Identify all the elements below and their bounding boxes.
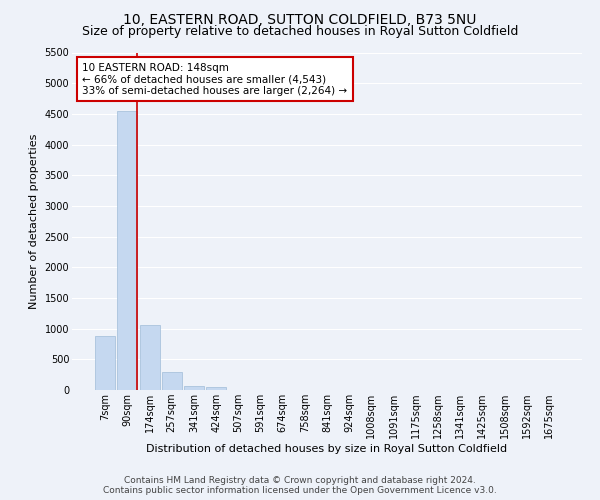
Text: 10 EASTERN ROAD: 148sqm
← 66% of detached houses are smaller (4,543)
33% of semi: 10 EASTERN ROAD: 148sqm ← 66% of detache… bbox=[82, 62, 347, 96]
Text: Size of property relative to detached houses in Royal Sutton Coldfield: Size of property relative to detached ho… bbox=[82, 25, 518, 38]
Bar bbox=[184, 386, 204, 390]
Bar bbox=[95, 336, 115, 390]
Text: 10, EASTERN ROAD, SUTTON COLDFIELD, B73 5NU: 10, EASTERN ROAD, SUTTON COLDFIELD, B73 … bbox=[124, 12, 476, 26]
X-axis label: Distribution of detached houses by size in Royal Sutton Coldfield: Distribution of detached houses by size … bbox=[146, 444, 508, 454]
Bar bbox=[162, 372, 182, 390]
Bar bbox=[140, 325, 160, 390]
Bar bbox=[118, 112, 137, 390]
Bar bbox=[206, 387, 226, 390]
Text: Contains HM Land Registry data © Crown copyright and database right 2024.
Contai: Contains HM Land Registry data © Crown c… bbox=[103, 476, 497, 495]
Y-axis label: Number of detached properties: Number of detached properties bbox=[29, 134, 39, 309]
